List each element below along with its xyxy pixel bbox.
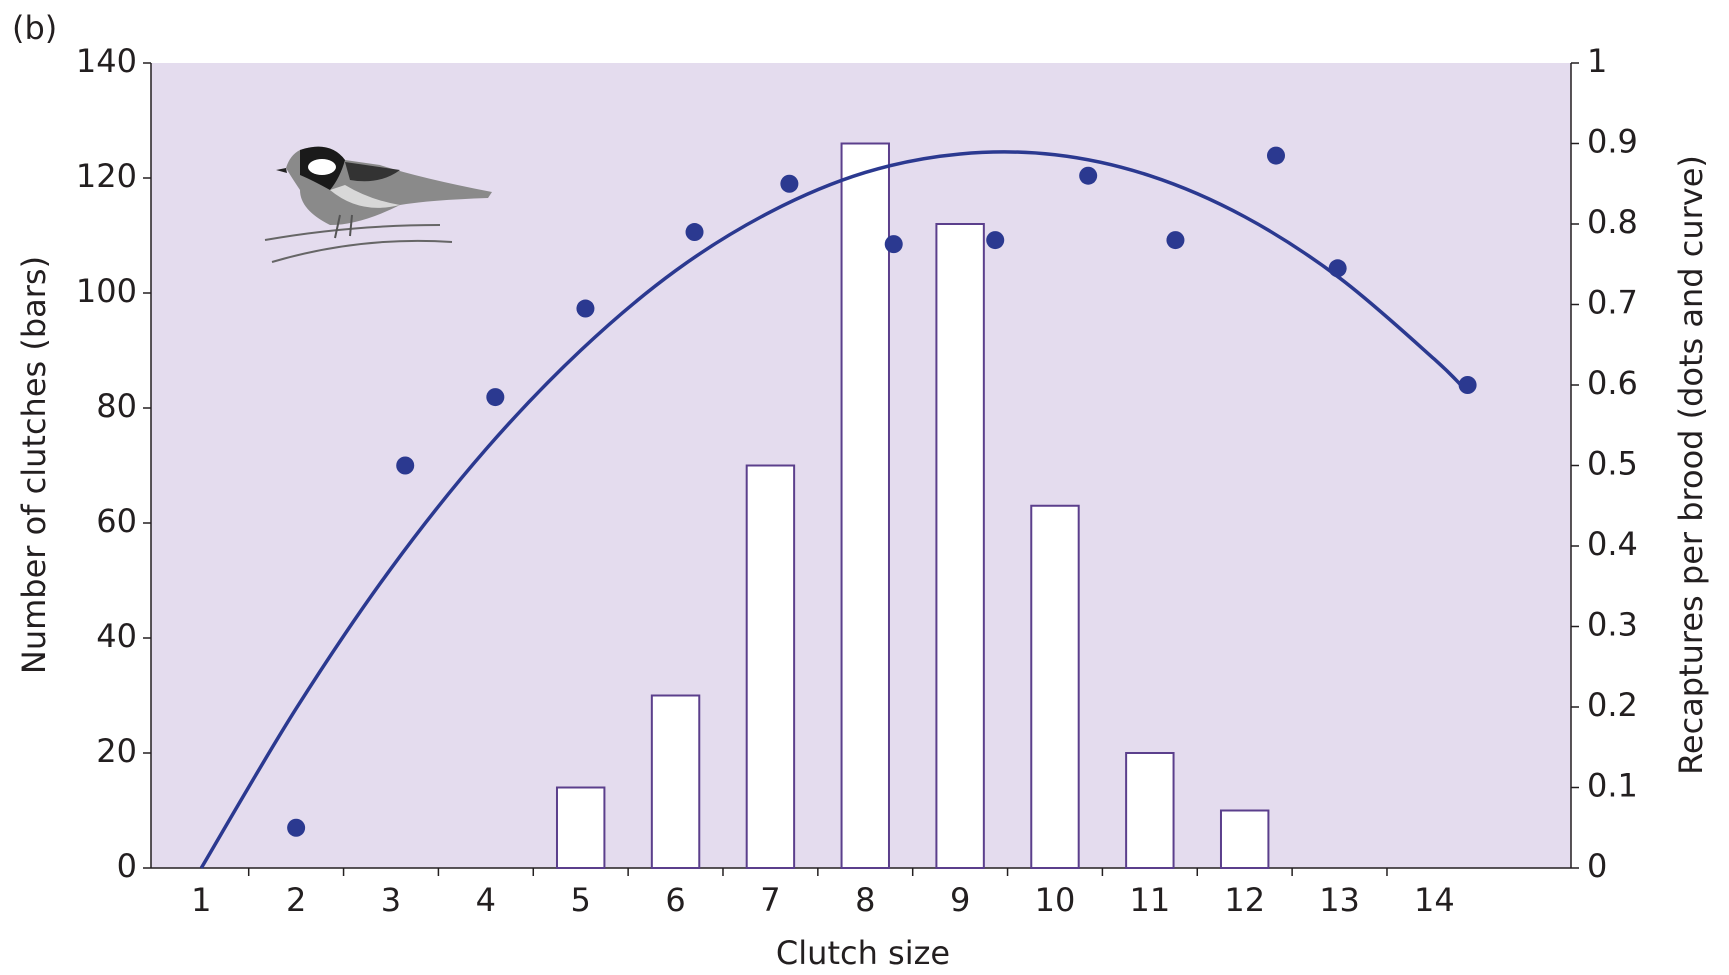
dot bbox=[287, 818, 306, 837]
y2-tick-label: 1 bbox=[1587, 42, 1607, 80]
dot bbox=[396, 456, 415, 475]
x-tick-label: 3 bbox=[381, 881, 401, 919]
y-tick-label: 60 bbox=[96, 502, 137, 540]
x-tick-label: 9 bbox=[950, 881, 970, 919]
y-axis-title: Number of clutches (bars) bbox=[15, 256, 53, 674]
y2-tick-label: 0 bbox=[1587, 847, 1607, 885]
x-tick-label: 12 bbox=[1224, 881, 1265, 919]
y-tick-label: 120 bbox=[76, 157, 137, 195]
y2-tick-label: 0.3 bbox=[1587, 606, 1638, 644]
dot bbox=[986, 231, 1005, 250]
x-tick-label: 8 bbox=[855, 881, 875, 919]
y2-tick-label: 0.4 bbox=[1587, 525, 1638, 563]
dot bbox=[1328, 259, 1347, 278]
bar bbox=[1125, 752, 1175, 869]
y2-tick-label: 0.5 bbox=[1587, 445, 1638, 483]
dot bbox=[576, 299, 595, 318]
y2-tick-label: 0.6 bbox=[1587, 364, 1638, 402]
x-tick-label: 6 bbox=[665, 881, 685, 919]
y-tick-label: 140 bbox=[76, 42, 137, 80]
dot bbox=[780, 174, 799, 193]
dot bbox=[1166, 231, 1185, 250]
x-axis-title: Clutch size bbox=[776, 934, 950, 972]
dot bbox=[685, 223, 704, 242]
y-tick-label: 20 bbox=[96, 732, 137, 770]
x-tick-label: 13 bbox=[1319, 881, 1360, 919]
y2-tick-label: 0.8 bbox=[1587, 203, 1638, 241]
x-tick-label: 14 bbox=[1414, 881, 1455, 919]
y2-tick-label: 0.1 bbox=[1587, 767, 1638, 805]
y2-tick-label: 0.7 bbox=[1587, 284, 1638, 322]
y-tick-label: 40 bbox=[96, 617, 137, 655]
bar bbox=[555, 786, 606, 869]
y-tick-label: 80 bbox=[96, 387, 137, 425]
dot bbox=[1458, 376, 1477, 394]
x-tick-label: 4 bbox=[476, 881, 496, 919]
dot bbox=[1079, 166, 1098, 185]
dot bbox=[486, 388, 505, 407]
bar bbox=[840, 142, 890, 869]
dot bbox=[884, 235, 903, 254]
x-tick-label: 10 bbox=[1035, 881, 1076, 919]
bar bbox=[1030, 504, 1080, 869]
x-tick-label: 5 bbox=[571, 881, 591, 919]
y2-tick-label: 0.9 bbox=[1587, 123, 1638, 161]
bar bbox=[745, 464, 796, 869]
x-tick-label: 1 bbox=[191, 881, 211, 919]
y2-tick-label: 0.2 bbox=[1587, 686, 1638, 724]
fit-curve bbox=[199, 150, 1469, 869]
bar bbox=[650, 694, 701, 869]
bird-illustration bbox=[264, 146, 492, 263]
x-tick-label: 2 bbox=[286, 881, 306, 919]
bar bbox=[1219, 809, 1270, 869]
y-tick-label: 100 bbox=[76, 272, 137, 310]
y-tick-label: 0 bbox=[117, 847, 137, 885]
panel-label: (b) bbox=[12, 9, 57, 47]
dot bbox=[1266, 146, 1285, 165]
x-tick-label: 11 bbox=[1129, 881, 1170, 919]
x-tick-label: 7 bbox=[760, 881, 780, 919]
y2-axis-title: Recaptures per brood (dots and curve) bbox=[1672, 155, 1710, 775]
bar bbox=[935, 223, 985, 869]
